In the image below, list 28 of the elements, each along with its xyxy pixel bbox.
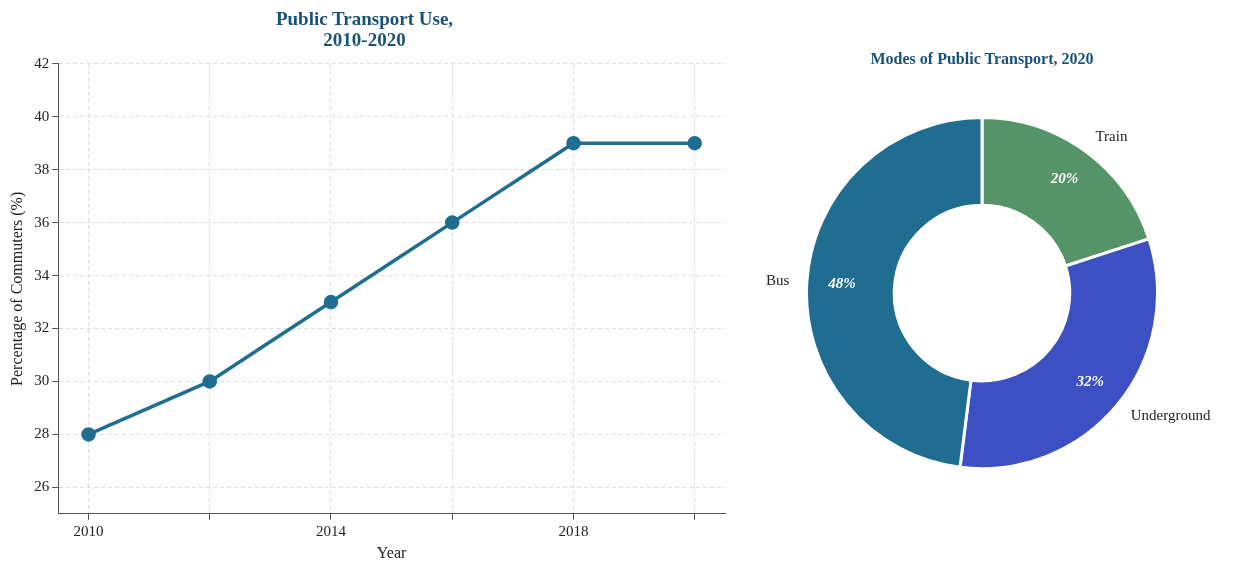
y-tick-label: 34 [34,266,50,283]
point [687,135,702,151]
y-tick-label: 28 [34,425,50,442]
data-label: 20% [1049,170,1079,187]
chart-title: Public Transport Use, 2010-2020 [275,8,454,51]
slice-label: Bus [765,271,790,288]
point [81,427,96,442]
data-label: 48% [827,275,856,292]
y-tick-label: 30 [34,372,50,389]
x-axis-title: Year [376,543,408,561]
x-tick-label: 2018 [558,522,589,539]
point [202,374,217,389]
x-tick-label: 2010 [73,522,104,539]
point [323,294,339,310]
slice-label: Train [1095,127,1128,144]
point [444,215,460,230]
slice-label: Underground [1130,407,1211,424]
point [566,135,581,151]
y-tick-label: 36 [34,213,50,230]
y-tick-label: 32 [34,319,50,336]
y-tick-label: 38 [34,160,50,177]
data-label: 32% [1075,373,1104,390]
y-tick-label: 42 [34,54,50,71]
x-tick-label: 2014 [315,522,347,539]
chart-title: Modes of Public Transport, 2020 [870,49,1094,68]
y-axis-title: Percentage of Commuters (%) [7,191,26,386]
y-tick-label: 40 [34,107,50,124]
y-tick-label: 26 [34,478,50,495]
